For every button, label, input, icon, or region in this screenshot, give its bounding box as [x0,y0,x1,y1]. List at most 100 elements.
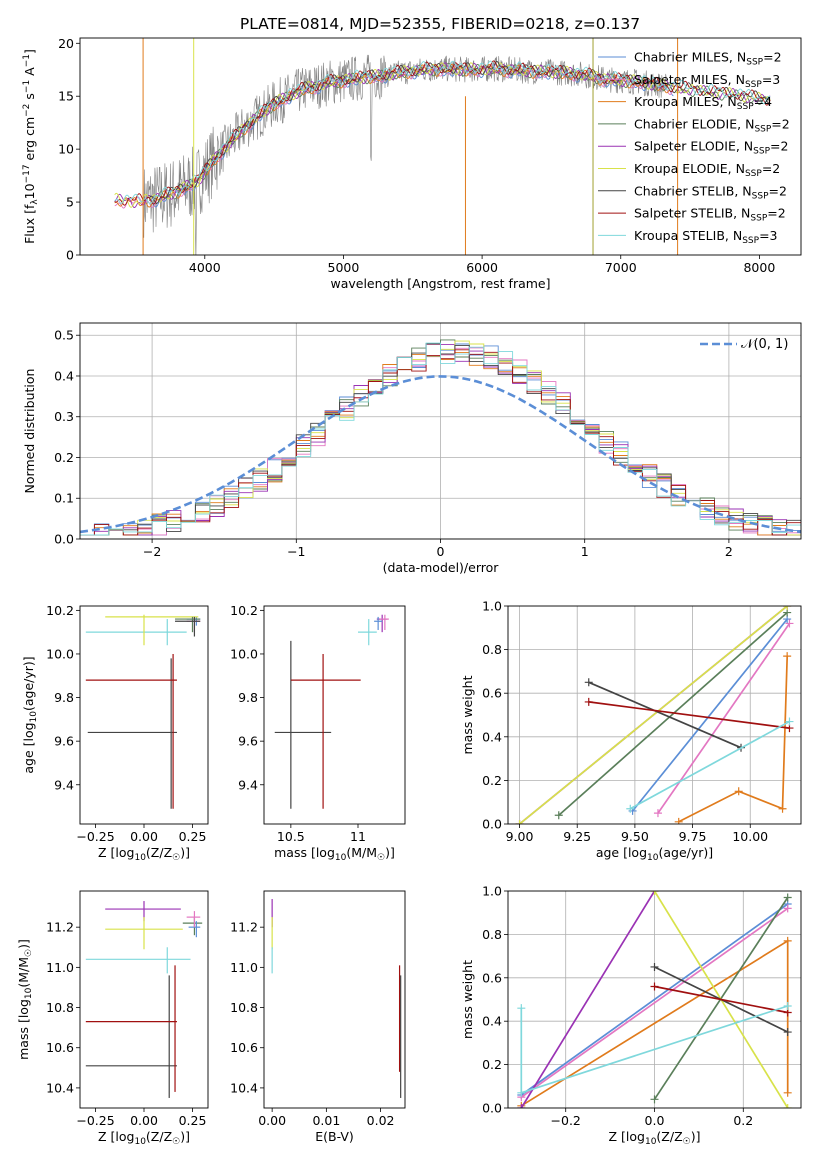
x-tick-label: 0 [437,544,445,559]
x-axis-label: Z [log10​(Z/Z☉​)] [98,1129,190,1147]
legend: 𝒩(0, 1) [700,337,788,352]
legend-label: 𝒩(0, 1) [741,337,788,352]
y-tick-label: 0.4 [482,1014,502,1029]
x-tick-label: 7000 [605,260,637,275]
y-tick-label: 10.6 [46,1040,74,1055]
y-tick-label: 9.4 [54,777,74,792]
y-tick-label: 0.1 [54,491,74,506]
y-tick-label: 9.8 [238,690,258,705]
y-tick-label: 9.6 [54,734,74,749]
weight-line [520,891,656,1108]
weight-marker [783,893,792,902]
weight-marker [734,787,743,796]
weight-marker [584,697,593,706]
weight-marker [785,619,794,628]
y-tick-label: 0.5 [54,328,74,343]
weight-marker [515,820,524,824]
weight-line [520,903,789,1096]
axes-frame [263,605,406,825]
x-tick-label: 0.00 [130,1113,158,1128]
plot-area [271,899,402,1098]
legend-label: Chabrier MILES, NSSP​=2 [634,50,782,68]
weight-marker [783,1002,792,1011]
weight-marker [650,962,659,971]
axes-frame [507,890,802,1109]
axes-frame [79,605,209,825]
x-tick-label: 0.2 [733,1113,753,1128]
axes-frame [79,322,802,540]
x-tick-label: 4000 [189,260,221,275]
x-tick-label: 6000 [466,260,498,275]
x-axis-label: Z [log10​(Z/Z☉​)] [609,1129,701,1147]
weight-marker [783,652,792,661]
spectrum-model-line [114,63,673,208]
legend-label: Salpeter MILES, NSSP​=3 [634,72,780,90]
weight-marker [626,804,635,813]
x-tick-label: 9.50 [621,829,649,844]
weight-marker [650,891,659,895]
y-tick-label: 11.0 [230,960,258,975]
y-tick-label: 10.4 [46,1080,74,1095]
weight-line [588,701,790,729]
weight-marker [674,817,683,824]
weight-line [678,656,789,823]
x-tick-label: −0.25 [76,829,114,844]
axes-frame [79,37,802,256]
weight-marker [517,1088,526,1097]
weight-line [588,681,742,749]
legend-label: Chabrier ELODIE, NSSP​=2 [634,116,790,134]
y-tick-label: 11.2 [46,920,74,935]
panel-mass-weight-vs-Z: −0.2 0.0 0.2 0.0 0.2 0.4 0.6 0.8 1.0 Z [log10​(Z/… [460,884,802,1147]
panel-mass-vs-EBV: 0.00 0.01 0.02 10.4 10.6 10.8 11.0 11.2 E(B-V) [230,890,406,1144]
y-tick-label: 10.2 [230,603,258,618]
plot-area [274,614,389,809]
weight-marker [783,606,792,610]
weight-marker [584,678,593,687]
x-tick-label: 0.02 [367,1113,395,1128]
weight-line [520,907,789,1098]
legend-label: Chabrier STELIB, NSSP​=2 [634,183,787,201]
y-tick-label: 0.4 [54,368,74,383]
y-tick-label: 0.3 [54,409,74,424]
legend-label: Kroupa ELODIE, NSSP​=2 [634,161,780,179]
weight-marker [783,904,792,913]
y-tick-label: 0.2 [482,773,502,788]
y-tick-label: 10.0 [46,646,74,661]
weight-marker [783,1104,792,1108]
spectrum-model-line [114,62,771,208]
x-axis-label: Z [log10​(Z/Z☉​)] [98,845,190,863]
plot-area [85,901,203,1098]
y-tick-label: 0.8 [482,642,502,657]
y-tick-label: 10.6 [230,1040,258,1055]
y-tick-label: 1.0 [482,884,502,899]
weight-marker [517,1004,526,1013]
legend: Chabrier MILES, NSSP​=2 Salpeter MILES, N… [598,50,790,246]
panel-age-vs-Z: −0.25 0.00 0.25 9.4 9.6 9.8 10.0 10.2 Z [log10​(… [21,603,209,863]
x-tick-label: 0.00 [258,1113,286,1128]
weight-marker [783,1028,792,1037]
x-tick-label: 10.5 [277,829,305,844]
x-axis-label: (data-model)/error [383,560,500,575]
y-tick-label: 0.0 [482,817,502,832]
x-tick-label: 1 [581,544,589,559]
weight-line [631,618,788,812]
x-tick-label: 11 [350,829,366,844]
plot-area [508,891,801,1108]
y-tick-label: 0.6 [482,686,502,701]
x-tick-label: 9.25 [563,829,591,844]
y-axis-label: age [log10​(age/yr)] [21,656,39,773]
y-tick-label: 0.6 [482,970,502,985]
legend-label: Salpeter ELODIE, NSSP​=2 [634,139,788,157]
x-tick-label: 0.0 [645,1113,665,1128]
axes-frame [263,890,406,1109]
spectrum-data-line [143,54,667,255]
axes-frame [507,605,802,825]
x-axis-label: E(B-V) [315,1129,354,1144]
x-tick-label: 9.00 [506,829,534,844]
y-axis-label: mass weight [460,960,475,1039]
y-tick-label: 20 [58,36,74,51]
x-tick-label: −2 [143,544,161,559]
panel-mass-vs-Z: −0.25 0.00 0.25 10.4 10.6 10.8 11.0 11.2 Z [log1… [16,890,209,1147]
